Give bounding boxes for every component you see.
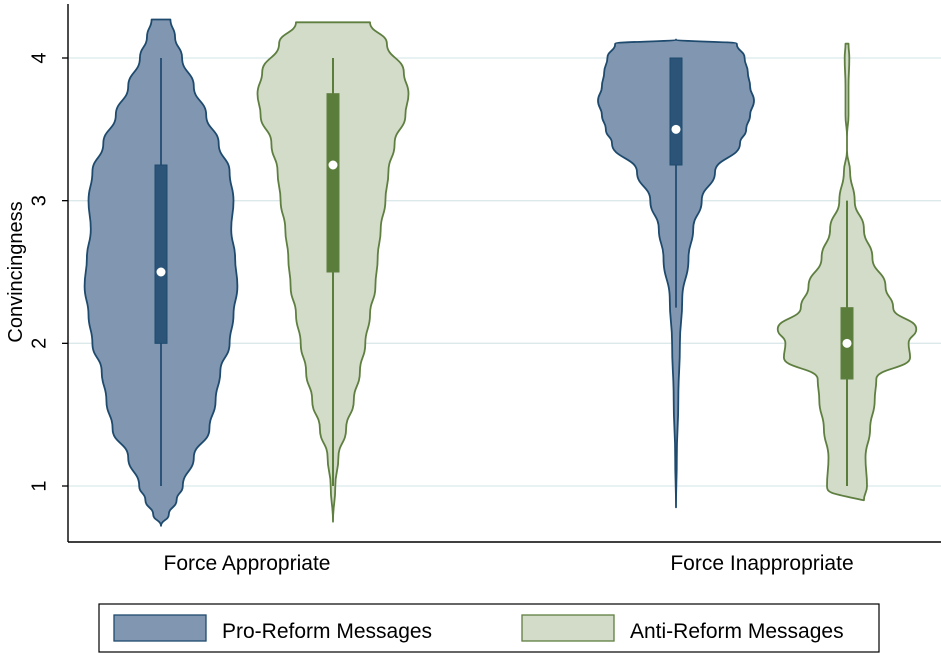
category-label-force-appropriate: Force Appropriate	[164, 552, 331, 575]
category-labels: Force Appropriate Force Inappropriate	[164, 552, 854, 575]
axes	[67, 4, 941, 543]
legend-label-pro-reform: Pro-Reform Messages	[222, 620, 432, 643]
legend-frame	[98, 603, 880, 653]
y-tick-label-3: 3	[28, 195, 50, 206]
legend-swatch-pro-reform	[113, 614, 207, 642]
y-axis-title: Convincingness	[5, 201, 27, 342]
violins	[83, 18, 918, 527]
iqr-box-pro-appropriate	[154, 164, 168, 344]
category-label-force-inappropriate: Force Inappropriate	[670, 552, 853, 575]
y-tick-label-2: 2	[28, 338, 50, 349]
legend-label-anti-reform: Anti-Reform Messages	[630, 620, 844, 643]
iqr-box-pro-inappropriate	[669, 57, 683, 166]
median-dot-pro-appropriate	[155, 266, 167, 278]
iqr-box-anti-appropriate	[326, 93, 340, 273]
y-tick-label-1: 1	[28, 480, 50, 491]
median-dot-anti-inappropriate	[841, 337, 853, 349]
legend-swatch-anti-reform	[521, 614, 615, 642]
legend: Pro-Reform Messages Anti-Reform Messages	[98, 603, 880, 653]
median-dot-pro-inappropriate	[670, 123, 682, 135]
median-dot-anti-appropriate	[327, 159, 339, 171]
y-ticks: 1 2 3 4	[28, 52, 68, 492]
y-tick-label-4: 4	[28, 52, 50, 63]
